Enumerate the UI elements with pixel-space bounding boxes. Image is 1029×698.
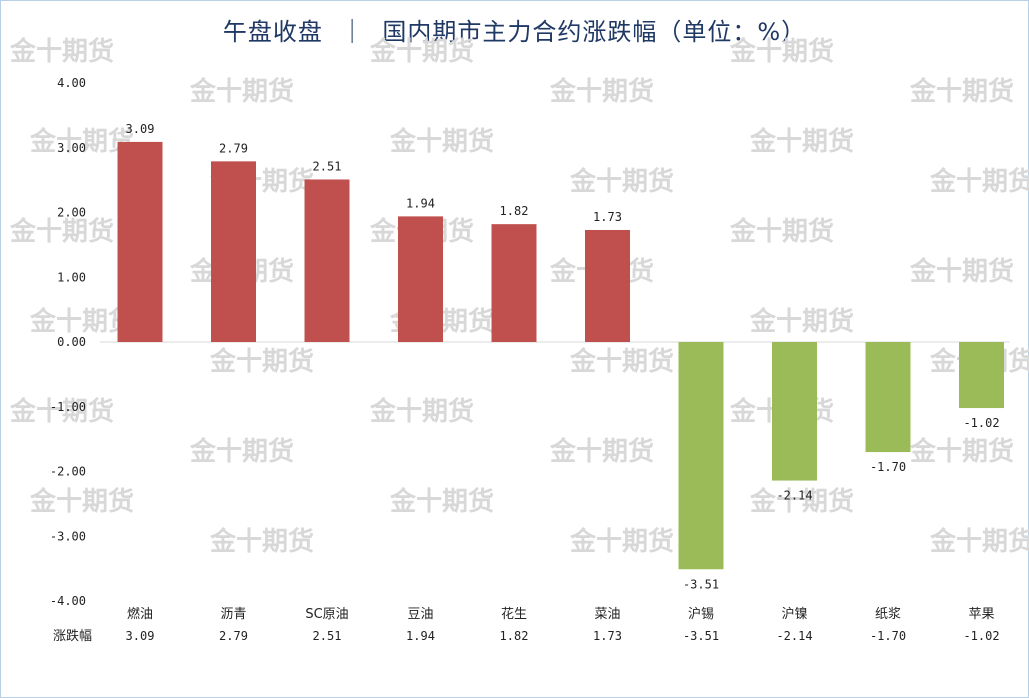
watermark-text: 金十期货 <box>29 126 134 157</box>
bar <box>959 342 1004 409</box>
watermark-text: 金十期货 <box>749 306 854 337</box>
watermark-text: 金十期货 <box>909 436 1014 467</box>
category-label: 沪镍 <box>781 606 807 622</box>
category-label: 花生 <box>501 606 527 622</box>
watermark-text: 金十期货 <box>189 76 294 107</box>
data-labels: 3.09 2.79 2.51 1.94 1.82 1.73 -3.51 -2.14 -1.70 -… <box>126 122 1000 591</box>
table-row-label: 涨跌幅 <box>53 628 92 644</box>
y-tick-label: 3.00 <box>57 141 86 155</box>
data-table-row: 3.09 2.79 2.51 1.94 1.82 1.73 -3.51 -2.14 -1.70 -… <box>53 628 1000 644</box>
table-value: 2.51 <box>313 629 342 643</box>
watermark-text: 金十期货 <box>9 216 114 247</box>
data-label: 3.09 <box>126 122 155 136</box>
y-tick-label: -1.00 <box>50 400 86 414</box>
bar <box>678 342 724 570</box>
data-label: 1.82 <box>500 204 529 218</box>
y-tick-label: -3.00 <box>50 529 86 543</box>
category-label: 苹果 <box>968 607 994 622</box>
data-label: -1.70 <box>870 460 906 474</box>
bar <box>585 229 630 342</box>
category-label: 燃油 <box>127 606 153 622</box>
watermark-text: 金十期货 <box>369 36 474 67</box>
watermark-text: 金十期货 <box>749 126 854 157</box>
watermark-text: 金十期货 <box>749 486 854 517</box>
data-label: -1.02 <box>963 416 999 430</box>
data-label: 1.73 <box>593 210 622 224</box>
watermark-text: 金十期货 <box>369 396 474 427</box>
watermark-text: 金十期货 <box>209 526 314 557</box>
table-value: -3.51 <box>683 629 719 643</box>
watermark-text: 金十期货 <box>929 526 1029 557</box>
y-tick-label: 0.00 <box>57 335 86 349</box>
bar <box>117 141 163 342</box>
y-axis: 4.00 3.00 2.00 1.00 0.00 -1.00 -2.00 -3.00 -4.00 <box>50 76 1010 608</box>
watermark-text: 金十期货 <box>29 486 134 517</box>
watermark-text: 金十期货 <box>909 256 1014 287</box>
bar <box>772 342 817 481</box>
watermark-text: 金十期货 <box>729 216 834 247</box>
category-label: SC原油 <box>305 607 348 622</box>
watermark-text: 金十期货 <box>549 436 654 467</box>
category-label: 菜油 <box>594 607 620 622</box>
watermark-text: 金十期货 <box>569 346 674 377</box>
watermark-text: 金十期货 <box>389 126 494 157</box>
table-value: 1.82 <box>500 629 529 643</box>
chart-title: 午盘收盘 ｜ 国内期市主力合约涨跌幅（单位：%） <box>222 18 807 46</box>
watermark-text: 金十期货 <box>929 166 1029 197</box>
bar <box>491 224 537 342</box>
watermark-text: 金十期货 <box>569 526 674 557</box>
bar <box>398 216 443 342</box>
table-value: 3.09 <box>126 629 155 643</box>
table-value: -1.02 <box>963 629 999 643</box>
data-label: 2.79 <box>219 141 248 155</box>
table-value: 1.94 <box>406 629 435 643</box>
table-value: 2.79 <box>219 629 248 643</box>
category-label: 沥青 <box>220 607 246 622</box>
bar <box>865 342 911 453</box>
watermark-text: 金十期货 <box>9 396 114 427</box>
y-tick-label: 4.00 <box>57 76 86 90</box>
table-value: 1.73 <box>593 629 622 643</box>
table-value: -1.70 <box>870 629 906 643</box>
y-tick-label: -4.00 <box>50 594 86 608</box>
watermark-text: 金十期货 <box>729 36 834 67</box>
data-label: -3.51 <box>683 577 719 591</box>
data-label: 2.51 <box>313 159 342 173</box>
watermark-text: 金十期货 <box>569 166 674 197</box>
category-label: 纸浆 <box>875 607 901 622</box>
data-label: 1.94 <box>406 196 435 210</box>
watermark-text: 金十期货 <box>389 486 494 517</box>
watermark-text: 金十期货 <box>29 306 134 337</box>
category-label: 豆油 <box>407 607 433 622</box>
table-value: -2.14 <box>776 629 812 643</box>
y-tick-label: -2.00 <box>50 465 86 479</box>
watermark-text: 金十期货 <box>549 76 654 107</box>
watermark-text: 金十期货 <box>9 36 114 67</box>
bar-series <box>117 141 1004 570</box>
category-label: 沪锡 <box>688 606 714 622</box>
y-tick-label: 1.00 <box>57 270 86 284</box>
watermark-text: 金十期货 <box>189 436 294 467</box>
bar <box>211 161 256 342</box>
data-label: -2.14 <box>776 489 812 503</box>
watermark-text: 金十期货 <box>209 346 314 377</box>
bar <box>304 179 350 342</box>
y-tick-label: 2.00 <box>57 206 86 220</box>
category-axis: 燃油 沥青 SC原油 豆油 花生 菜油 沪锡 沪镍 纸浆 苹果 <box>127 606 995 622</box>
watermark-text: 金十期货 <box>909 76 1014 107</box>
